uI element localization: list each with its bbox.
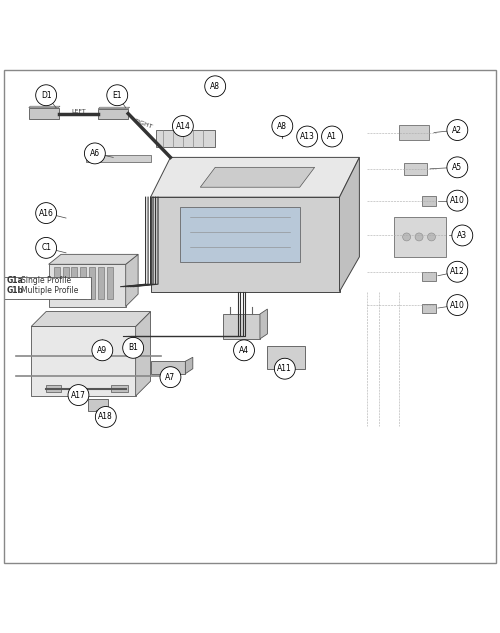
Text: D1: D1	[41, 91, 51, 100]
Polygon shape	[31, 327, 136, 396]
Text: A8: A8	[210, 82, 220, 91]
Circle shape	[402, 233, 410, 241]
Text: A10: A10	[450, 196, 465, 205]
Text: G1b: G1b	[6, 285, 24, 294]
Circle shape	[447, 190, 468, 211]
Polygon shape	[422, 304, 436, 313]
Circle shape	[415, 233, 423, 241]
Text: A5: A5	[452, 163, 462, 172]
Polygon shape	[62, 266, 68, 299]
Text: Multiple Profile: Multiple Profile	[22, 285, 78, 294]
Circle shape	[322, 126, 342, 147]
Polygon shape	[88, 399, 108, 411]
Circle shape	[84, 143, 105, 164]
Text: A3: A3	[458, 231, 468, 240]
Polygon shape	[111, 385, 128, 392]
Circle shape	[428, 233, 436, 241]
Polygon shape	[222, 314, 260, 339]
Polygon shape	[268, 346, 304, 368]
Polygon shape	[48, 254, 138, 265]
Polygon shape	[98, 109, 128, 118]
Polygon shape	[150, 361, 186, 373]
Text: A6: A6	[90, 149, 100, 158]
Polygon shape	[156, 130, 215, 147]
Circle shape	[122, 337, 144, 358]
Polygon shape	[86, 155, 150, 162]
Circle shape	[107, 85, 128, 106]
Text: A18: A18	[98, 413, 113, 422]
Polygon shape	[31, 311, 150, 327]
Text: A7: A7	[166, 373, 175, 382]
Text: G1a: G1a	[6, 276, 23, 285]
Text: Single Profile: Single Profile	[22, 276, 72, 285]
Polygon shape	[28, 108, 58, 118]
Polygon shape	[46, 385, 61, 392]
Text: A12: A12	[450, 267, 464, 276]
Text: RIGHT: RIGHT	[133, 118, 153, 129]
Polygon shape	[90, 266, 96, 299]
Circle shape	[96, 406, 116, 427]
Text: A10: A10	[450, 301, 465, 310]
Circle shape	[296, 126, 318, 147]
Polygon shape	[150, 158, 360, 197]
Text: A8: A8	[278, 122, 287, 130]
Text: A11: A11	[278, 364, 292, 373]
Circle shape	[160, 367, 181, 387]
Polygon shape	[72, 266, 78, 299]
Polygon shape	[108, 266, 114, 299]
Polygon shape	[404, 163, 426, 175]
Polygon shape	[200, 167, 314, 187]
Circle shape	[272, 116, 293, 137]
Text: A1: A1	[327, 132, 337, 141]
Text: A17: A17	[71, 391, 86, 399]
Polygon shape	[136, 311, 150, 396]
Polygon shape	[186, 357, 193, 373]
FancyBboxPatch shape	[4, 277, 91, 299]
Text: LEFT: LEFT	[71, 109, 86, 114]
Text: A2: A2	[452, 125, 462, 135]
Polygon shape	[150, 197, 340, 292]
Polygon shape	[80, 266, 86, 299]
Circle shape	[92, 340, 113, 361]
Polygon shape	[422, 196, 436, 206]
Circle shape	[452, 225, 473, 246]
Polygon shape	[98, 107, 130, 109]
Circle shape	[68, 385, 89, 406]
Polygon shape	[126, 254, 138, 306]
Text: E1: E1	[112, 91, 122, 100]
Text: A13: A13	[300, 132, 314, 141]
Polygon shape	[260, 309, 268, 339]
Text: A9: A9	[98, 346, 108, 355]
Polygon shape	[54, 266, 60, 299]
Polygon shape	[48, 265, 126, 306]
Circle shape	[36, 237, 56, 258]
Text: B1: B1	[128, 343, 138, 353]
Circle shape	[172, 116, 194, 137]
Circle shape	[274, 358, 295, 379]
Text: A14: A14	[176, 122, 190, 130]
Circle shape	[447, 294, 468, 315]
Text: C1: C1	[41, 243, 51, 253]
Polygon shape	[28, 106, 60, 108]
Text: A16: A16	[38, 209, 54, 218]
Polygon shape	[340, 158, 359, 292]
Circle shape	[447, 261, 468, 282]
Circle shape	[205, 76, 226, 97]
Circle shape	[36, 85, 56, 106]
Text: A4: A4	[239, 346, 249, 355]
Polygon shape	[394, 217, 446, 257]
Polygon shape	[422, 272, 436, 280]
Circle shape	[234, 340, 254, 361]
Polygon shape	[98, 266, 104, 299]
Circle shape	[447, 120, 468, 141]
Circle shape	[447, 157, 468, 178]
Polygon shape	[180, 207, 300, 262]
Polygon shape	[399, 125, 429, 140]
Circle shape	[36, 203, 56, 223]
